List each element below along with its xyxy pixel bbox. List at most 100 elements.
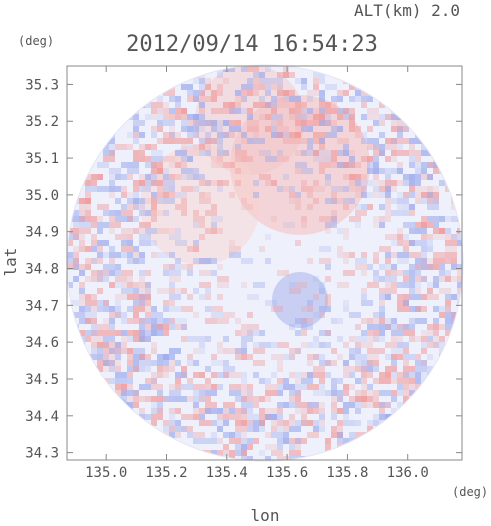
heatmap-cell	[187, 120, 199, 126]
heatmap-cell	[289, 198, 295, 204]
heatmap-cell	[229, 390, 241, 396]
heatmap-cell	[433, 252, 445, 258]
heatmap-cell	[145, 414, 151, 420]
heatmap-cell	[433, 306, 439, 312]
heatmap-cell	[163, 360, 169, 366]
heatmap-cell	[193, 432, 205, 438]
heatmap-cell	[307, 360, 313, 366]
heatmap-cell	[433, 330, 439, 336]
heatmap-cell	[271, 108, 277, 114]
heatmap-cell	[175, 258, 181, 264]
heatmap-cell	[151, 174, 157, 180]
heatmap-cell	[211, 408, 223, 414]
heatmap-cell	[121, 336, 127, 342]
heatmap-cell	[175, 228, 181, 234]
heatmap-cell	[145, 282, 151, 288]
heatmap-cell	[217, 348, 223, 354]
heatmap-cell	[265, 444, 277, 450]
heatmap-cell	[313, 390, 325, 396]
heatmap-cell	[175, 372, 187, 378]
heatmap-cell	[79, 204, 91, 210]
heatmap-cell	[151, 348, 157, 354]
heatmap-cell	[241, 132, 247, 138]
heatmap-cell	[361, 378, 367, 384]
heatmap-cell	[439, 264, 445, 270]
heatmap-cell	[307, 192, 313, 198]
heatmap-cell	[403, 192, 409, 198]
heatmap-cell	[217, 132, 229, 138]
heatmap-cell	[103, 348, 115, 354]
heatmap-cell	[103, 360, 115, 366]
heatmap-cell	[289, 192, 295, 198]
heatmap-cell	[115, 372, 127, 378]
heatmap-cell	[151, 360, 157, 366]
heatmap-cell	[271, 342, 277, 348]
heatmap-cell	[217, 126, 223, 132]
heatmap-cell	[181, 210, 187, 216]
heatmap-cell	[307, 306, 313, 312]
heatmap-cell	[295, 126, 301, 132]
heatmap-cell	[145, 300, 151, 306]
heatmap-cell	[343, 342, 349, 348]
heatmap-cell	[205, 210, 217, 216]
heatmap-cell	[199, 282, 211, 288]
heatmap-cell	[385, 252, 391, 258]
heatmap-cell	[253, 402, 259, 408]
heatmap-cell	[277, 84, 283, 90]
heatmap-cell	[241, 108, 247, 114]
heatmap-cell	[319, 384, 325, 390]
heatmap-cell	[451, 294, 457, 300]
heatmap-cell	[391, 324, 403, 330]
heatmap-cell	[265, 384, 277, 390]
heatmap-cell	[241, 456, 247, 461]
heatmap-cell	[451, 216, 463, 222]
heatmap-cell	[385, 174, 391, 180]
heatmap-cell	[181, 372, 187, 378]
heatmap-cell	[127, 330, 139, 336]
heatmap-cell	[289, 438, 301, 444]
heatmap-cell	[379, 306, 385, 312]
heatmap-cell	[247, 66, 259, 72]
heatmap-cell	[175, 408, 181, 414]
heatmap-cell	[259, 72, 265, 78]
heatmap-cell	[133, 318, 145, 324]
heatmap-cell	[67, 282, 73, 288]
heatmap-cell	[385, 372, 391, 378]
heatmap-cell	[115, 234, 127, 240]
heatmap-cell	[133, 282, 139, 288]
heatmap-cell	[97, 324, 109, 330]
heatmap-cell	[349, 186, 355, 192]
heatmap-cell	[235, 330, 241, 336]
y-tick-label: 34.8	[25, 262, 59, 278]
heatmap-cell	[313, 186, 325, 192]
heatmap-cell	[205, 192, 211, 198]
heatmap-cell	[367, 144, 379, 150]
heatmap-cell	[409, 150, 421, 156]
heatmap-cell	[301, 114, 307, 120]
heatmap-cell	[421, 150, 433, 156]
heatmap-cell	[361, 138, 367, 144]
heatmap-cell	[427, 336, 433, 342]
heatmap-cell	[343, 300, 349, 306]
heatmap-cell	[307, 354, 319, 360]
heatmap-cell	[421, 276, 427, 282]
heatmap-cell	[373, 258, 379, 264]
heatmap-cell	[211, 126, 217, 132]
heatmap-cell	[421, 336, 427, 342]
heatmap-cell	[319, 360, 331, 366]
heatmap-cell	[397, 150, 409, 156]
heatmap-cell	[331, 396, 343, 402]
heatmap-cell	[253, 72, 265, 78]
heatmap-cell	[97, 300, 109, 306]
heatmap-cell	[301, 438, 307, 444]
heatmap-cell	[373, 174, 379, 180]
heatmap-cell	[115, 210, 121, 216]
heatmap-cell	[205, 228, 217, 234]
heatmap-cell	[355, 132, 361, 138]
heatmap-cell	[265, 180, 277, 186]
heatmap-cell	[193, 408, 199, 414]
heatmap-cell	[325, 102, 337, 108]
heatmap-cell	[385, 366, 397, 372]
heatmap-cell	[313, 180, 319, 186]
heatmap-cell	[409, 240, 415, 246]
